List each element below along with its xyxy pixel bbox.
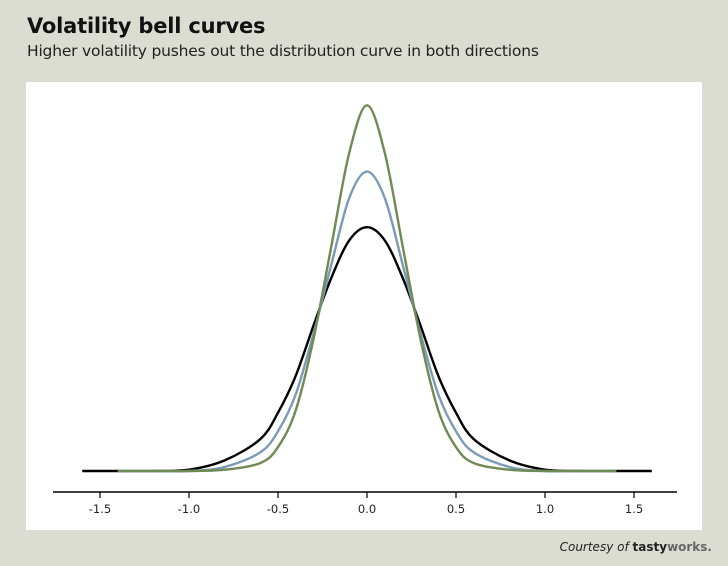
credit-prefix: Courtesy of bbox=[559, 540, 629, 554]
x-tick-label: -1.0 bbox=[178, 502, 200, 516]
x-axis-ticks: -1.5 -1.0 -0.5 0.0 0.5 1.0 1.5 bbox=[89, 492, 643, 516]
x-tick-label: 1.0 bbox=[536, 502, 554, 516]
x-tick-label: 1.5 bbox=[625, 502, 643, 516]
chart-subtitle: Higher volatility pushes out the distrib… bbox=[27, 42, 539, 60]
curve-line-2 bbox=[117, 170, 617, 473]
curve-line-1 bbox=[82, 226, 652, 473]
x-tick-label: 0.5 bbox=[447, 502, 465, 516]
curve-line-3 bbox=[117, 104, 617, 473]
x-tick-label: 0.0 bbox=[358, 502, 376, 516]
x-tick-label: -1.5 bbox=[89, 502, 111, 516]
credit-brand-part1: tasty bbox=[632, 540, 668, 554]
credit-line: Courtesy of tastyworks. bbox=[560, 540, 712, 554]
chart-title: Volatility bell curves bbox=[27, 14, 266, 38]
bell-curve-chart: -1.5 -1.0 -0.5 0.0 0.5 1.0 1.5 bbox=[53, 104, 677, 516]
x-tick-label: -0.5 bbox=[267, 502, 289, 516]
credit-brand-part2: works. bbox=[667, 540, 712, 554]
chart-panel: -1.5 -1.0 -0.5 0.0 0.5 1.0 1.5 bbox=[26, 82, 702, 530]
curves-group bbox=[82, 104, 652, 473]
